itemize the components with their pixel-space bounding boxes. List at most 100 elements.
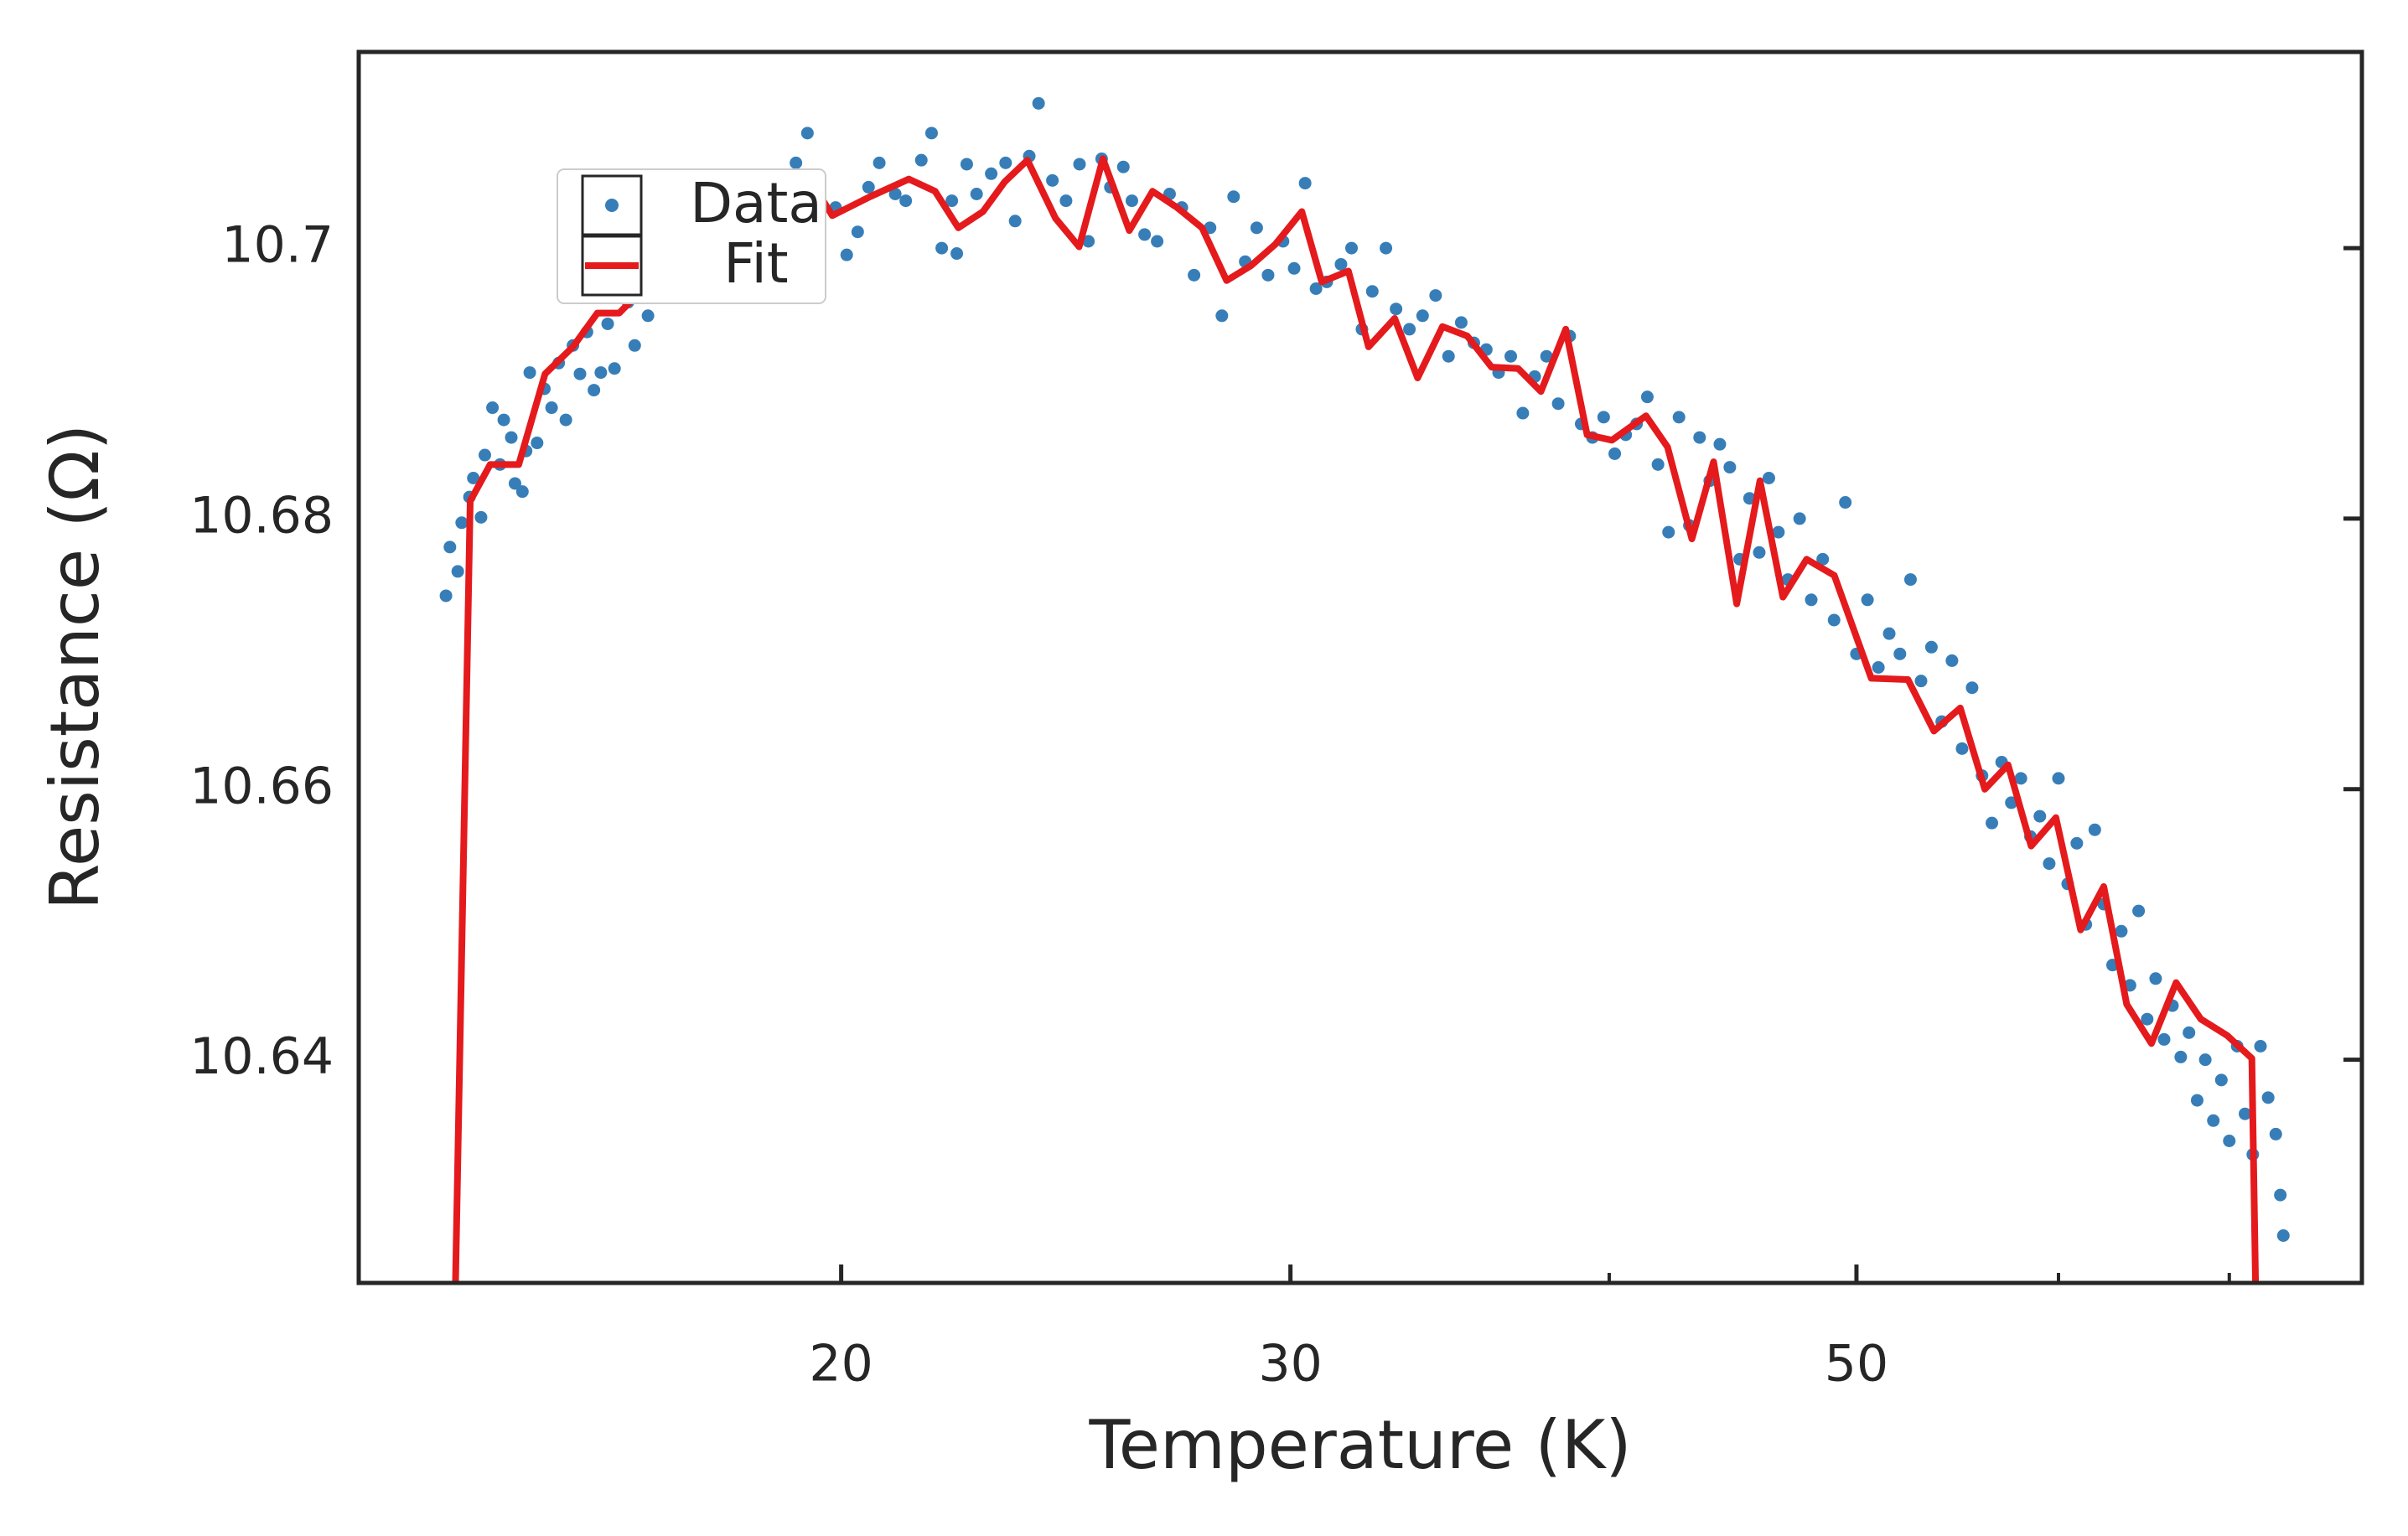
data-point [1298,177,1312,190]
data-point [2014,772,2027,785]
data-point [2141,1012,2154,1026]
data-point [1753,546,1766,559]
x-tick-label: 20 [809,1335,873,1394]
data-point [628,339,641,352]
data-point [497,413,510,427]
data-point [478,448,491,462]
data-point [1772,525,1785,539]
data-point [2174,1050,2188,1063]
data-point [2214,1073,2228,1087]
y-tick-label: 10.68 [189,487,334,546]
data-point [1893,647,1907,660]
x-axis-label: Temperature (K) [1088,1406,1631,1484]
data-point [960,158,973,171]
data-point [1082,235,1095,248]
data-point [2115,924,2128,938]
data-point [1032,96,1045,110]
legend-marker-frame [581,174,643,236]
data-point [1250,221,1263,235]
data-point [1762,472,1775,484]
data-point [474,510,488,524]
data-point [1597,411,1610,424]
data-point [1442,349,1455,363]
data-point [1188,268,1201,282]
data-point [455,516,469,530]
data-point [545,401,558,415]
data-point [873,156,886,169]
data-point [851,225,864,239]
data-point [1662,525,1675,539]
data-point [790,156,803,169]
data-point [1713,437,1727,451]
data-point [1805,593,1818,607]
data-point [2157,1032,2171,1046]
data-point [1416,309,1429,323]
data-point [1872,661,1885,674]
data-point [1454,316,1468,329]
data-point [1914,675,1928,688]
data-point [1138,228,1152,241]
y-tick-label: 10.7 [221,216,334,275]
y-tick-label: 10.66 [189,757,334,815]
data-point [1215,309,1229,323]
data-point [985,167,998,180]
data-point [2254,1040,2267,1052]
y-tick-label: 10.64 [189,1027,334,1086]
plot-frame [356,49,2364,1285]
data-point [1551,397,1565,411]
data-point [467,472,480,484]
data-point [1504,349,1518,363]
data-point [486,401,500,415]
data-point [2207,1114,2220,1127]
data-point [443,540,457,554]
data-point [2070,836,2084,850]
data-point [1965,681,1979,695]
data-point [840,248,853,261]
data-point [924,127,938,140]
fit-line [452,155,2260,1283]
data-point [594,366,608,380]
data-point [1540,349,1553,363]
data-point [1672,411,1686,424]
data-point [935,241,949,255]
data-point [1882,627,1896,640]
data-point [1723,461,1737,474]
data-point [1261,268,1275,282]
data-point [588,384,601,397]
data-point [1903,573,1917,587]
data-point [559,413,572,427]
data-point [1008,215,1022,228]
data-point [970,188,983,200]
data-point [641,309,655,323]
data-point [2276,1229,2290,1242]
x-tick-label: 30 [1258,1335,1322,1394]
data-point [2223,1135,2236,1147]
data-point [2052,772,2065,785]
data-point [505,431,518,444]
data-point [862,180,875,194]
data-point [2183,1026,2196,1039]
data-point [1429,289,1442,303]
legend-box [557,168,826,304]
data-point [601,317,614,330]
data-point [515,485,529,499]
y-axis-label: Resistance (Ω) [36,424,114,910]
data-point [999,156,1012,169]
data-point [2149,972,2162,985]
data-point [899,194,913,208]
legend-label: Data [690,171,822,235]
data-point [2269,1127,2282,1140]
data-point [1839,496,1852,509]
data-point [451,565,464,578]
data-point [950,247,964,261]
data-point [1151,235,1164,248]
data-point [1816,552,1830,566]
data-point [1516,406,1530,420]
data-point [1640,390,1654,404]
data-point [2132,904,2146,918]
data-point [531,437,544,450]
data-point [1334,257,1348,271]
data-point [1608,447,1622,460]
